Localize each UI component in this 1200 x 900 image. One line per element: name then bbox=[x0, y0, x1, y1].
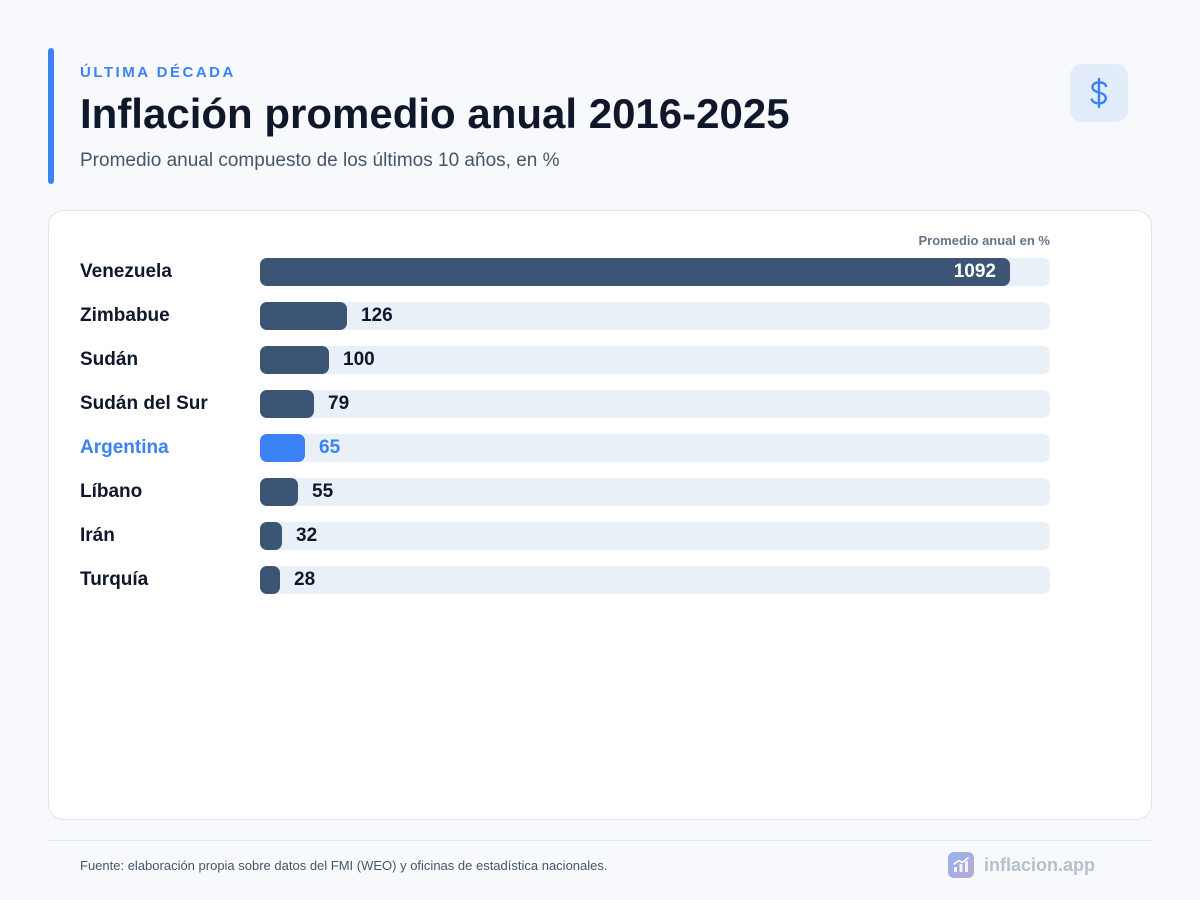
bar-row: Argentina 65 bbox=[0, 434, 1200, 462]
bar-category-label: Argentina bbox=[80, 437, 169, 458]
bar-track bbox=[260, 434, 1050, 462]
source-note: Fuente: elaboración propia sobre datos d… bbox=[80, 858, 608, 873]
header-accent-bar bbox=[48, 48, 54, 184]
bar-value-label: 1092 bbox=[953, 261, 996, 282]
bar bbox=[260, 478, 298, 506]
bar-category-label: Venezuela bbox=[80, 261, 172, 282]
bar bbox=[260, 522, 282, 550]
bar bbox=[260, 258, 1010, 286]
page-title: Inflación promedio anual 2016-2025 bbox=[80, 90, 790, 137]
bar-category-label: Irán bbox=[80, 525, 115, 546]
bar-value-label: 126 bbox=[361, 305, 393, 326]
bar bbox=[260, 566, 280, 594]
bar-value-label: 100 bbox=[343, 349, 375, 370]
dollar-icon bbox=[1070, 64, 1128, 122]
page-subtitle: Promedio anual compuesto de los últimos … bbox=[80, 150, 560, 171]
brand[interactable]: inflacion.app bbox=[948, 852, 1095, 878]
bar-track bbox=[260, 346, 1050, 374]
bar-row: Sudán del Sur 79 bbox=[0, 390, 1200, 418]
bar-category-label: Zimbabue bbox=[80, 305, 170, 326]
bar-value-label: 28 bbox=[294, 569, 316, 590]
bar bbox=[260, 434, 305, 462]
bar-category-label: Sudán del Sur bbox=[80, 393, 208, 414]
bar-row: Irán 32 bbox=[0, 522, 1200, 550]
bar-value-label: 79 bbox=[328, 393, 350, 414]
bar-category-label: Sudán bbox=[80, 349, 139, 370]
bar bbox=[260, 346, 329, 374]
bar-row: Zimbabue 126 bbox=[0, 302, 1200, 330]
eyebrow-label: ÚLTIMA DÉCADA bbox=[80, 64, 236, 81]
bar-track bbox=[260, 390, 1050, 418]
bar-row: Sudán 100 bbox=[0, 346, 1200, 374]
brand-name: inflacion.app bbox=[984, 854, 1096, 875]
bar-category-label: Líbano bbox=[80, 481, 143, 502]
bar-track bbox=[260, 522, 1050, 550]
axis-caption: Promedio anual en % bbox=[918, 233, 1050, 248]
bar-value-label: 32 bbox=[296, 525, 318, 546]
bar bbox=[260, 302, 347, 330]
bar-value-label: 65 bbox=[319, 437, 341, 458]
footer-divider bbox=[48, 840, 1152, 841]
bar-track bbox=[260, 566, 1050, 594]
bar-value-label: 55 bbox=[312, 481, 334, 502]
bar-track bbox=[260, 302, 1050, 330]
bar-row: Turquía 28 bbox=[0, 566, 1200, 594]
bar bbox=[260, 390, 314, 418]
bar-row: Líbano 55 bbox=[0, 478, 1200, 506]
bar-category-label: Turquía bbox=[80, 569, 149, 590]
bar-track bbox=[260, 478, 1050, 506]
chart-up-icon bbox=[948, 852, 974, 878]
bar-row: Venezuela 1092 bbox=[0, 258, 1200, 286]
